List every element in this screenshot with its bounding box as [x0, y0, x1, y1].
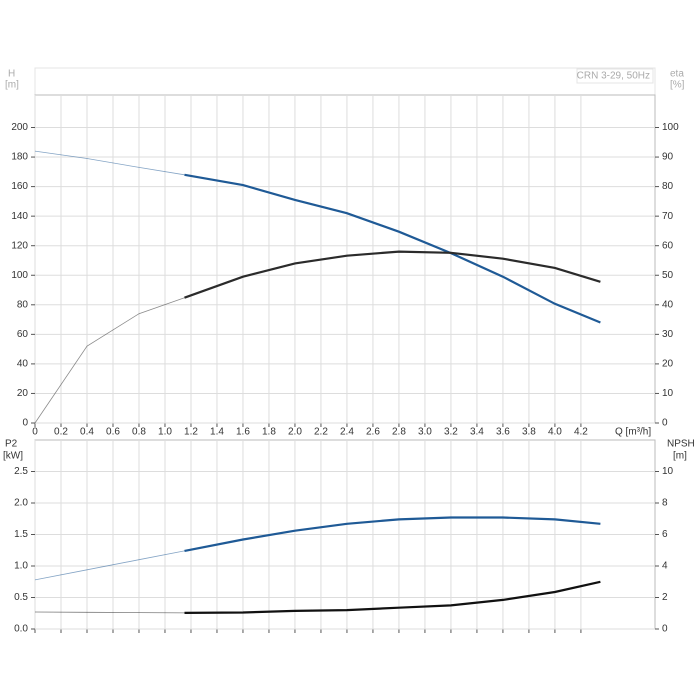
y2-tick-label: 8 — [662, 498, 668, 509]
y-tick-label: 100 — [11, 270, 28, 281]
curve-extension — [34, 297, 185, 424]
y-tick-label: 2.0 — [14, 498, 28, 509]
x-tick-label: 1.4 — [210, 427, 224, 438]
x-tick-label: 4.0 — [548, 427, 562, 438]
y-tick-label: 2.5 — [14, 466, 28, 477]
y-label: H — [8, 69, 15, 80]
y-tick-label: 60 — [17, 329, 29, 340]
y2-tick-label: 0 — [662, 418, 668, 429]
y-unit: [m] — [5, 80, 19, 91]
y2-tick-label: 10 — [662, 388, 674, 399]
x-tick-label: 1.6 — [236, 427, 250, 438]
y-tick-label: 180 — [11, 152, 28, 163]
x-tick-label: 0.6 — [106, 427, 120, 438]
x-label: Q [m³/h] — [615, 427, 651, 438]
y2-unit: [m] — [673, 451, 687, 462]
x-tick-label: 0.4 — [80, 427, 94, 438]
y-tick-label: 80 — [17, 299, 29, 310]
y2-unit: [%] — [670, 80, 685, 91]
x-tick-label: 1.2 — [184, 427, 198, 438]
y2-label: NPSH — [667, 439, 695, 450]
y-tick-label: 120 — [11, 240, 28, 251]
y-tick-label: 0 — [22, 418, 28, 429]
y2-tick-label: 80 — [662, 181, 674, 192]
x-tick-label: 2.4 — [340, 427, 354, 438]
y-tick-label: 1.0 — [14, 561, 28, 572]
y-tick-label: 0.5 — [14, 592, 28, 603]
curve-extension — [34, 611, 185, 614]
y-tick-label: 20 — [17, 388, 29, 399]
y2-tick-label: 30 — [662, 329, 674, 340]
curve — [184, 250, 601, 299]
curve — [184, 580, 601, 614]
y-unit: [kW] — [3, 451, 23, 462]
y2-label: eta — [670, 69, 684, 80]
y2-tick-label: 90 — [662, 152, 674, 163]
y2-tick-label: 4 — [662, 561, 668, 572]
y-tick-label: 160 — [11, 181, 28, 192]
curve — [184, 516, 601, 552]
x-tick-label: 2.8 — [392, 427, 406, 438]
curve — [184, 173, 601, 324]
curve-extension — [34, 550, 185, 581]
y-tick-label: 0.0 — [14, 624, 28, 635]
y-tick-label: 140 — [11, 211, 28, 222]
x-tick-label: 2.2 — [314, 427, 328, 438]
x-tick-label: 4.2 — [574, 427, 588, 438]
x-tick-label: 3.0 — [418, 427, 432, 438]
x-tick-label: 0.2 — [54, 427, 68, 438]
y2-tick-label: 100 — [662, 122, 679, 133]
x-tick-label: 0.8 — [132, 427, 146, 438]
y-tick-label: 200 — [11, 122, 28, 133]
x-tick-label: 1.8 — [262, 427, 276, 438]
y2-tick-label: 70 — [662, 211, 674, 222]
x-tick-label: 3.4 — [470, 427, 484, 438]
x-tick-label: 2.0 — [288, 427, 302, 438]
x-tick-label: 0 — [32, 427, 38, 438]
y2-tick-label: 0 — [662, 624, 668, 635]
x-tick-label: 2.6 — [366, 427, 380, 438]
y2-tick-label: 10 — [662, 466, 674, 477]
plot-frame — [34, 94, 656, 424]
y2-tick-label: 6 — [662, 529, 668, 540]
y-tick-label: 40 — [17, 359, 29, 370]
curve-extension — [34, 150, 185, 176]
y2-tick-label: 40 — [662, 299, 674, 310]
header-frame — [34, 67, 656, 96]
x-tick-label: 3.2 — [444, 427, 458, 438]
y-tick-label: 1.5 — [14, 529, 28, 540]
y-label: P2 — [5, 439, 18, 450]
x-tick-label: 3.8 — [522, 427, 536, 438]
y2-tick-label: 50 — [662, 270, 674, 281]
y2-tick-label: 20 — [662, 359, 674, 370]
x-tick-label: 3.6 — [496, 427, 510, 438]
chart-title: CRN 3-29, 50Hz — [577, 71, 650, 82]
y2-tick-label: 60 — [662, 240, 674, 251]
y2-tick-label: 2 — [662, 592, 668, 603]
title-box — [576, 68, 654, 84]
x-tick-label: 1.0 — [158, 427, 172, 438]
